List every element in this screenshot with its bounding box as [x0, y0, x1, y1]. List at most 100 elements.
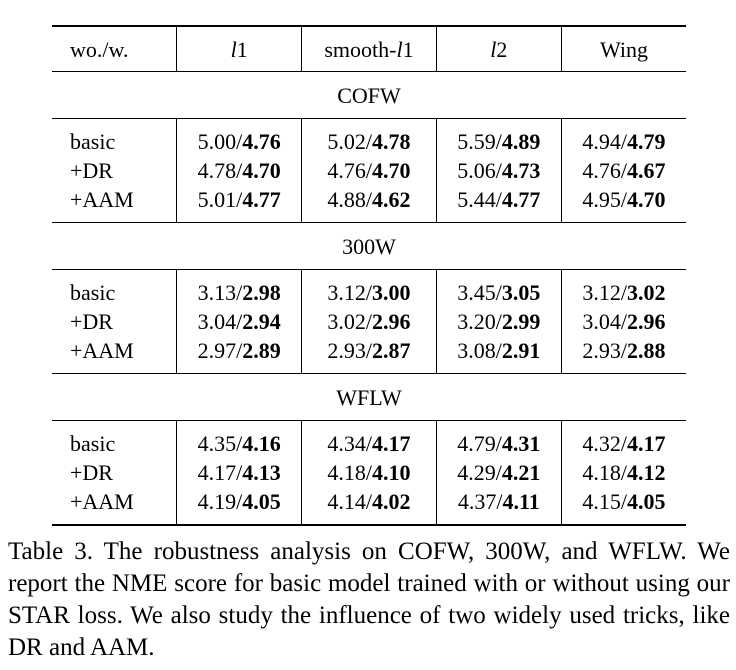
table-cell: 3.08/2.91 — [435, 336, 562, 365]
row-label: basic — [70, 280, 116, 305]
score-without: 4.95/ — [582, 187, 628, 212]
score-without: 3.12/ — [582, 280, 628, 305]
table-cell: 2.93/2.87 — [301, 336, 437, 365]
row-spacer — [52, 269, 686, 278]
table-cell: 4.29/4.21 — [435, 458, 562, 487]
score-without: 4.76/ — [582, 158, 628, 183]
table-row: +DR 3.04/2.94 3.02/2.96 3.20/2.99 3.04/2.96 — [52, 307, 686, 336]
score-with-star: 4.70 — [627, 187, 666, 212]
row-label: +AAM — [70, 187, 134, 212]
robustness-table: wo./w. l1 smooth-l1 l2 Wing COFW basic 5.0… — [52, 25, 686, 526]
score-without: 5.59/ — [457, 129, 502, 154]
score-without: 3.04/ — [197, 309, 243, 334]
header-row: wo./w. l1 smooth-l1 l2 Wing — [52, 26, 686, 72]
score-with-star: 2.99 — [501, 309, 541, 334]
score-with-star: 2.89 — [242, 338, 281, 363]
score-without: 2.93/ — [327, 338, 373, 363]
table-cell: 4.78/4.70 — [175, 156, 302, 185]
table-cell: 4.35/4.16 — [175, 429, 302, 458]
table-cell: 4.17/4.13 — [175, 458, 302, 487]
table-cell: 4.76/4.70 — [301, 156, 437, 185]
score-without: 2.97/ — [197, 338, 243, 363]
table-cell: 4.37/4.11 — [435, 487, 562, 516]
score-with-star: 3.02 — [627, 280, 666, 305]
row-spacer — [52, 214, 686, 223]
score-with-star: 4.21 — [501, 460, 541, 485]
score-without: 4.34/ — [327, 431, 373, 456]
table-row: +AAM 4.19/4.05 4.14/4.02 4.37/4.11 4.15/4.05 — [52, 487, 686, 516]
score-with-star: 4.73 — [501, 158, 541, 183]
score-without: 4.18/ — [327, 460, 373, 485]
score-with-star: 4.67 — [627, 158, 666, 183]
score-with-star: 4.05 — [627, 489, 666, 514]
score-without: 5.06/ — [457, 158, 502, 183]
table-row: +AAM 2.97/2.89 2.93/2.87 3.08/2.91 2.93/2.88 — [52, 336, 686, 365]
score-without: 5.02/ — [327, 129, 373, 154]
score-with-star: 4.13 — [242, 460, 281, 485]
table-cell: 4.34/4.17 — [301, 429, 437, 458]
score-with-star: 2.96 — [627, 309, 666, 334]
score-with-star: 4.10 — [372, 460, 411, 485]
score-without: 4.78/ — [197, 158, 243, 183]
score-without: 3.04/ — [582, 309, 628, 334]
score-without: 4.29/ — [457, 460, 502, 485]
score-without: 3.12/ — [327, 280, 373, 305]
score-without: 4.76/ — [327, 158, 373, 183]
corner-header: wo./w. — [70, 36, 129, 62]
row-label: +AAM — [70, 489, 134, 514]
table-cell: 4.32/4.17 — [560, 429, 686, 458]
table-cell: 4.19/4.05 — [175, 487, 302, 516]
score-without: 3.02/ — [327, 309, 373, 334]
row-spacer — [52, 420, 686, 429]
table-cell: 5.00/4.76 — [175, 127, 302, 156]
table-caption: Table 3. The robustness analysis on COFW… — [8, 538, 730, 661]
row-label: basic — [70, 129, 116, 154]
score-with-star: 4.62 — [372, 187, 411, 212]
score-with-star: 2.88 — [627, 338, 666, 363]
score-with-star: 4.77 — [242, 187, 281, 212]
table-row: basic 5.00/4.76 5.02/4.78 5.59/4.89 4.94/4.7… — [52, 127, 686, 156]
table-cell: 3.04/2.96 — [560, 307, 686, 336]
score-with-star: 2.87 — [372, 338, 411, 363]
score-without: 3.13/ — [197, 280, 243, 305]
table-cell: 3.02/2.96 — [301, 307, 437, 336]
score-with-star: 4.78 — [372, 129, 411, 154]
results-table-container: wo./w. l1 smooth-l1 l2 Wing COFW basic 5.0… — [52, 25, 686, 526]
score-without: 4.94/ — [582, 129, 628, 154]
table-cell: 3.13/2.98 — [175, 278, 302, 307]
table-cell: 4.95/4.70 — [560, 185, 686, 214]
table-row: +DR 4.17/4.13 4.18/4.10 4.29/4.21 4.18/4.12 — [52, 458, 686, 487]
table-cell: 5.02/4.78 — [301, 127, 437, 156]
score-without: 3.20/ — [457, 309, 502, 334]
score-without: 4.32/ — [582, 431, 628, 456]
table-cell: 4.94/4.79 — [560, 127, 686, 156]
table-row: basic 3.13/2.98 3.12/3.00 3.45/3.05 3.12/3.0… — [52, 278, 686, 307]
score-without: 4.37/ — [457, 489, 503, 514]
score-with-star: 2.96 — [372, 309, 411, 334]
score-with-star: 4.70 — [242, 158, 281, 183]
score-with-star: 2.91 — [501, 338, 541, 363]
row-spacer — [52, 118, 686, 127]
score-without: 3.45/ — [457, 280, 502, 305]
table-cell: 5.01/4.77 — [175, 185, 302, 214]
row-spacer — [52, 365, 686, 374]
score-without: 5.44/ — [457, 187, 502, 212]
score-without: 2.93/ — [582, 338, 628, 363]
table-cell: 4.14/4.02 — [301, 487, 437, 516]
dataset-header-row: 300W — [52, 222, 686, 270]
dataset-name: 300W — [342, 233, 396, 259]
dataset-name: COFW — [337, 82, 401, 108]
score-with-star: 4.02 — [372, 489, 411, 514]
score-without: 4.35/ — [197, 431, 243, 456]
score-with-star: 4.70 — [372, 158, 411, 183]
score-without: 4.14/ — [327, 489, 373, 514]
table-cell: 4.15/4.05 — [560, 487, 686, 516]
table-cell: 4.18/4.12 — [560, 458, 686, 487]
score-with-star: 4.16 — [242, 431, 281, 456]
table-cell: 2.97/2.89 — [175, 336, 302, 365]
table-cell: 5.59/4.89 — [435, 127, 562, 156]
table-row: +DR 4.78/4.70 4.76/4.70 5.06/4.73 4.76/4.67 — [52, 156, 686, 185]
col-header-l1: l1 — [175, 26, 302, 72]
row-label: +DR — [70, 309, 113, 334]
row-label: +DR — [70, 460, 113, 485]
